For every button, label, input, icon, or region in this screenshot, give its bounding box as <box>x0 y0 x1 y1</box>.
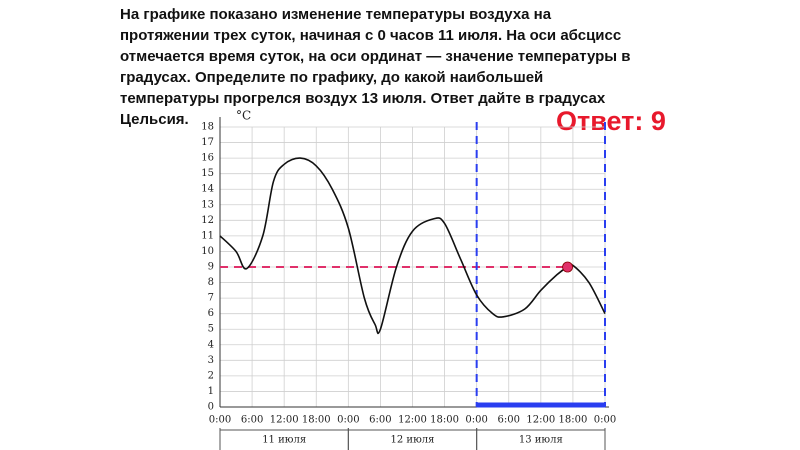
y-tick-label: 18 <box>201 122 214 133</box>
question-line: Цельсия. <box>120 111 189 128</box>
y-tick-label: 17 <box>201 137 214 148</box>
question-line: протяжении трех суток, начиная с 0 часов… <box>120 27 622 44</box>
x-tick-label: 12:00 <box>526 415 555 426</box>
y-tick-label: 4 <box>208 339 214 350</box>
temperature-line <box>219 157 606 335</box>
question-line: температуры прогрелся воздух 13 июля. От… <box>120 90 606 107</box>
day-label: 13 июля <box>519 435 563 446</box>
question: На графике показано изменение температур… <box>120 4 700 130</box>
x-tick-label: 0:00 <box>337 415 359 426</box>
y-tick-label: 15 <box>201 168 214 179</box>
x-tick-label: 0:00 <box>209 415 231 426</box>
x-tick-label: 6:00 <box>241 415 263 426</box>
y-tick-label: 16 <box>201 153 214 164</box>
x-tick-label: 18:00 <box>430 415 459 426</box>
y-tick-label: 0 <box>208 402 214 413</box>
x-tick-label: 12:00 <box>270 415 299 426</box>
y-tick-label: 12 <box>201 215 214 226</box>
y-tick-label: 7 <box>208 293 214 304</box>
x-tick-label: 18:00 <box>559 415 588 426</box>
question-line: отмечается время суток, на оси ординат —… <box>120 48 631 65</box>
day-label: 12 июля <box>391 435 435 446</box>
x-tick-label: 0:00 <box>594 415 616 426</box>
question-line: На графике показано изменение температур… <box>120 6 552 23</box>
y-tick-label: 9 <box>208 262 214 273</box>
y-tick-label: 11 <box>201 230 214 241</box>
x-tick-label: 0:00 <box>465 415 487 426</box>
question-line: градусах. Определите по графику, до како… <box>120 69 544 86</box>
y-axis-label: °C <box>236 109 251 123</box>
x-tick-label: 6:00 <box>498 415 520 426</box>
y-tick-label: 1 <box>208 386 214 397</box>
y-tick-label: 2 <box>208 370 214 381</box>
y-tick-label: 13 <box>201 199 214 210</box>
answer-point <box>562 261 573 273</box>
y-tick-label: 6 <box>208 308 214 319</box>
day-label: 11 июля <box>262 435 306 446</box>
x-tick-label: 18:00 <box>302 415 331 426</box>
y-tick-label: 14 <box>201 184 214 195</box>
y-tick-label: 10 <box>201 246 214 257</box>
y-tick-label: 5 <box>208 324 214 335</box>
answer: Ответ: 9 <box>556 106 666 136</box>
x-tick-label: 12:00 <box>398 415 427 426</box>
y-tick-label: 8 <box>208 277 214 288</box>
y-tick-label: 3 <box>208 355 214 366</box>
x-tick-label: 6:00 <box>369 415 391 426</box>
